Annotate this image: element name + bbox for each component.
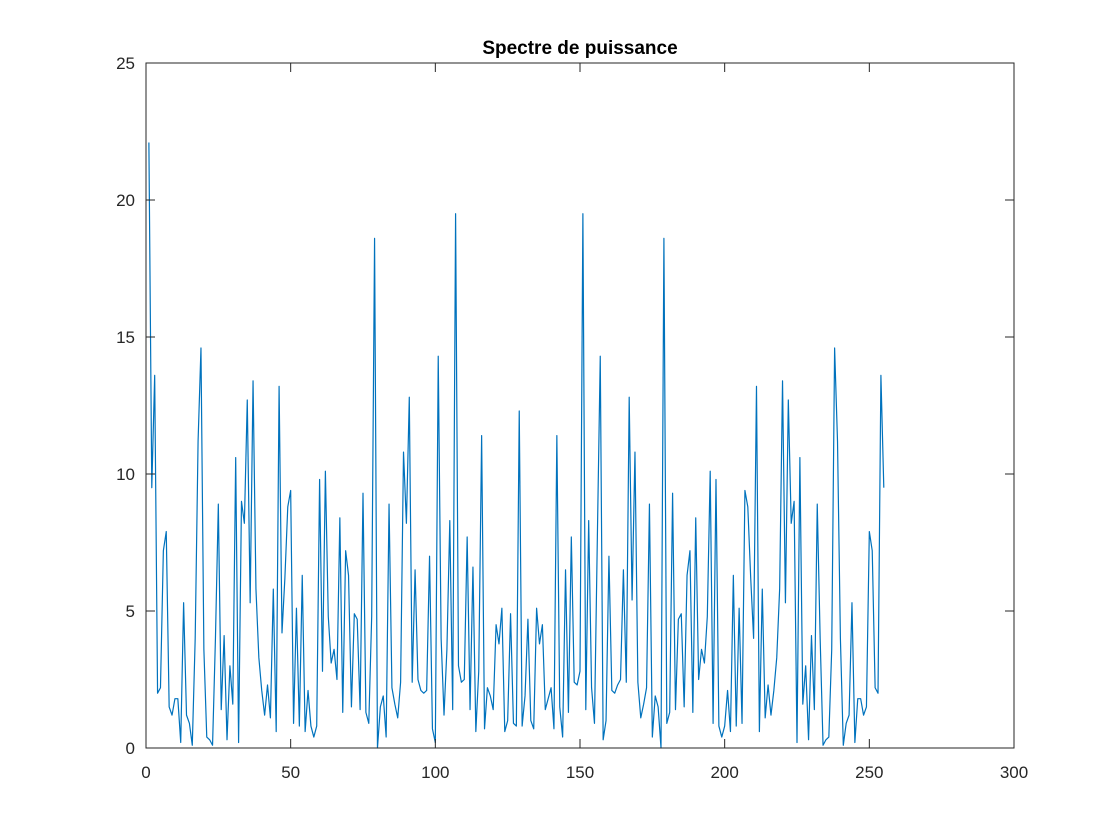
- x-tick-label: 0: [141, 763, 150, 782]
- y-tick-label: 5: [126, 602, 135, 621]
- y-axis: 0 5 10 15 20 25: [116, 54, 1014, 758]
- x-tick-label: 250: [855, 763, 883, 782]
- x-tick-label: 100: [421, 763, 449, 782]
- y-tick-label: 20: [116, 191, 135, 210]
- x-tick-label: 50: [281, 763, 300, 782]
- y-tick-label: 10: [116, 465, 135, 484]
- x-tick-label: 200: [710, 763, 738, 782]
- x-axis: 0 50 100 150 200 250 300: [141, 63, 1028, 782]
- spectrum-series-line: [148, 142, 885, 749]
- x-tick-label: 150: [566, 763, 594, 782]
- chart-title: Spectre de puissance: [482, 38, 677, 59]
- plot-area: 0 50 100 150 200 250 300 0 5 10 15 20 25: [116, 54, 1028, 782]
- y-tick-label: 15: [116, 328, 135, 347]
- x-tick-label: 300: [1000, 763, 1028, 782]
- y-tick-label: 0: [126, 739, 135, 758]
- y-tick-label: 25: [116, 54, 135, 73]
